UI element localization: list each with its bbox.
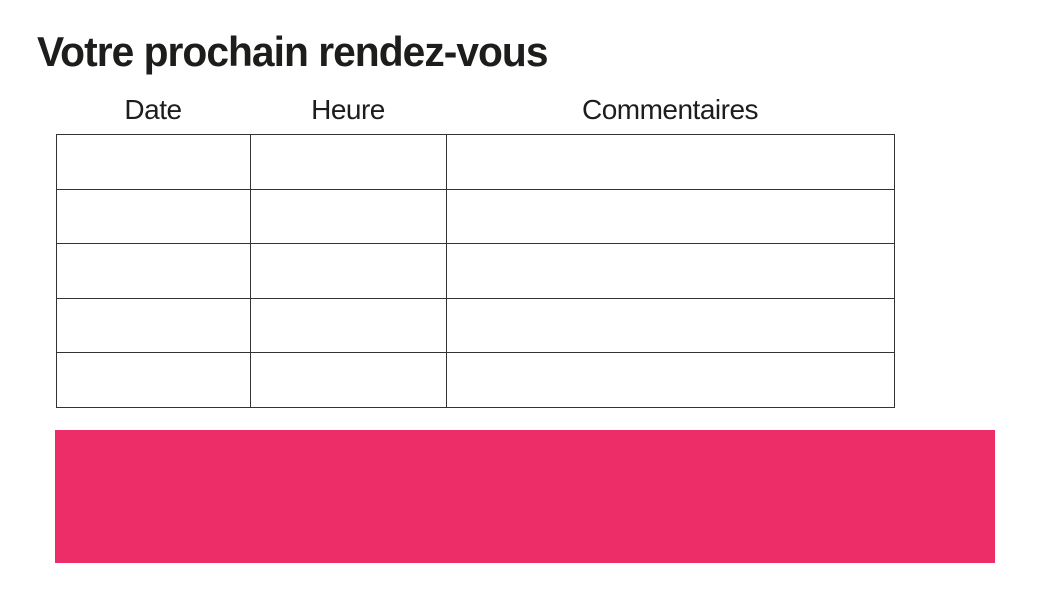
page-title: Votre prochain rendez-vous bbox=[37, 28, 549, 75]
table-cell-heure bbox=[250, 243, 447, 299]
table-cell-commentaires bbox=[446, 297, 895, 354]
table-header-row: Date Heure Commentaires bbox=[56, 94, 894, 126]
table-row bbox=[56, 352, 895, 408]
table-cell-date bbox=[56, 243, 251, 299]
table-cell-date bbox=[56, 188, 251, 245]
appointments-table-body bbox=[56, 134, 895, 408]
table-cell-commentaires bbox=[446, 188, 895, 245]
table-cell-commentaires bbox=[446, 134, 895, 190]
table-row bbox=[56, 243, 895, 299]
appointments-table bbox=[56, 134, 895, 408]
table-row bbox=[56, 297, 895, 354]
column-header-date: Date bbox=[124, 94, 182, 125]
table-cell-commentaires bbox=[446, 243, 895, 299]
table-row bbox=[56, 134, 895, 190]
table-row bbox=[56, 188, 895, 245]
column-header-heure: Heure bbox=[311, 94, 385, 125]
table-cell-date bbox=[56, 352, 251, 408]
table-cell-commentaires bbox=[446, 352, 895, 408]
table-cell-heure bbox=[250, 297, 447, 354]
table-cell-heure bbox=[250, 188, 447, 245]
table-cell-heure bbox=[250, 352, 447, 408]
accent-banner bbox=[55, 430, 995, 563]
table-cell-heure bbox=[250, 134, 447, 190]
table-cell-date bbox=[56, 134, 251, 190]
table-cell-date bbox=[56, 297, 251, 354]
column-header-commentaires: Commentaires bbox=[581, 94, 759, 125]
